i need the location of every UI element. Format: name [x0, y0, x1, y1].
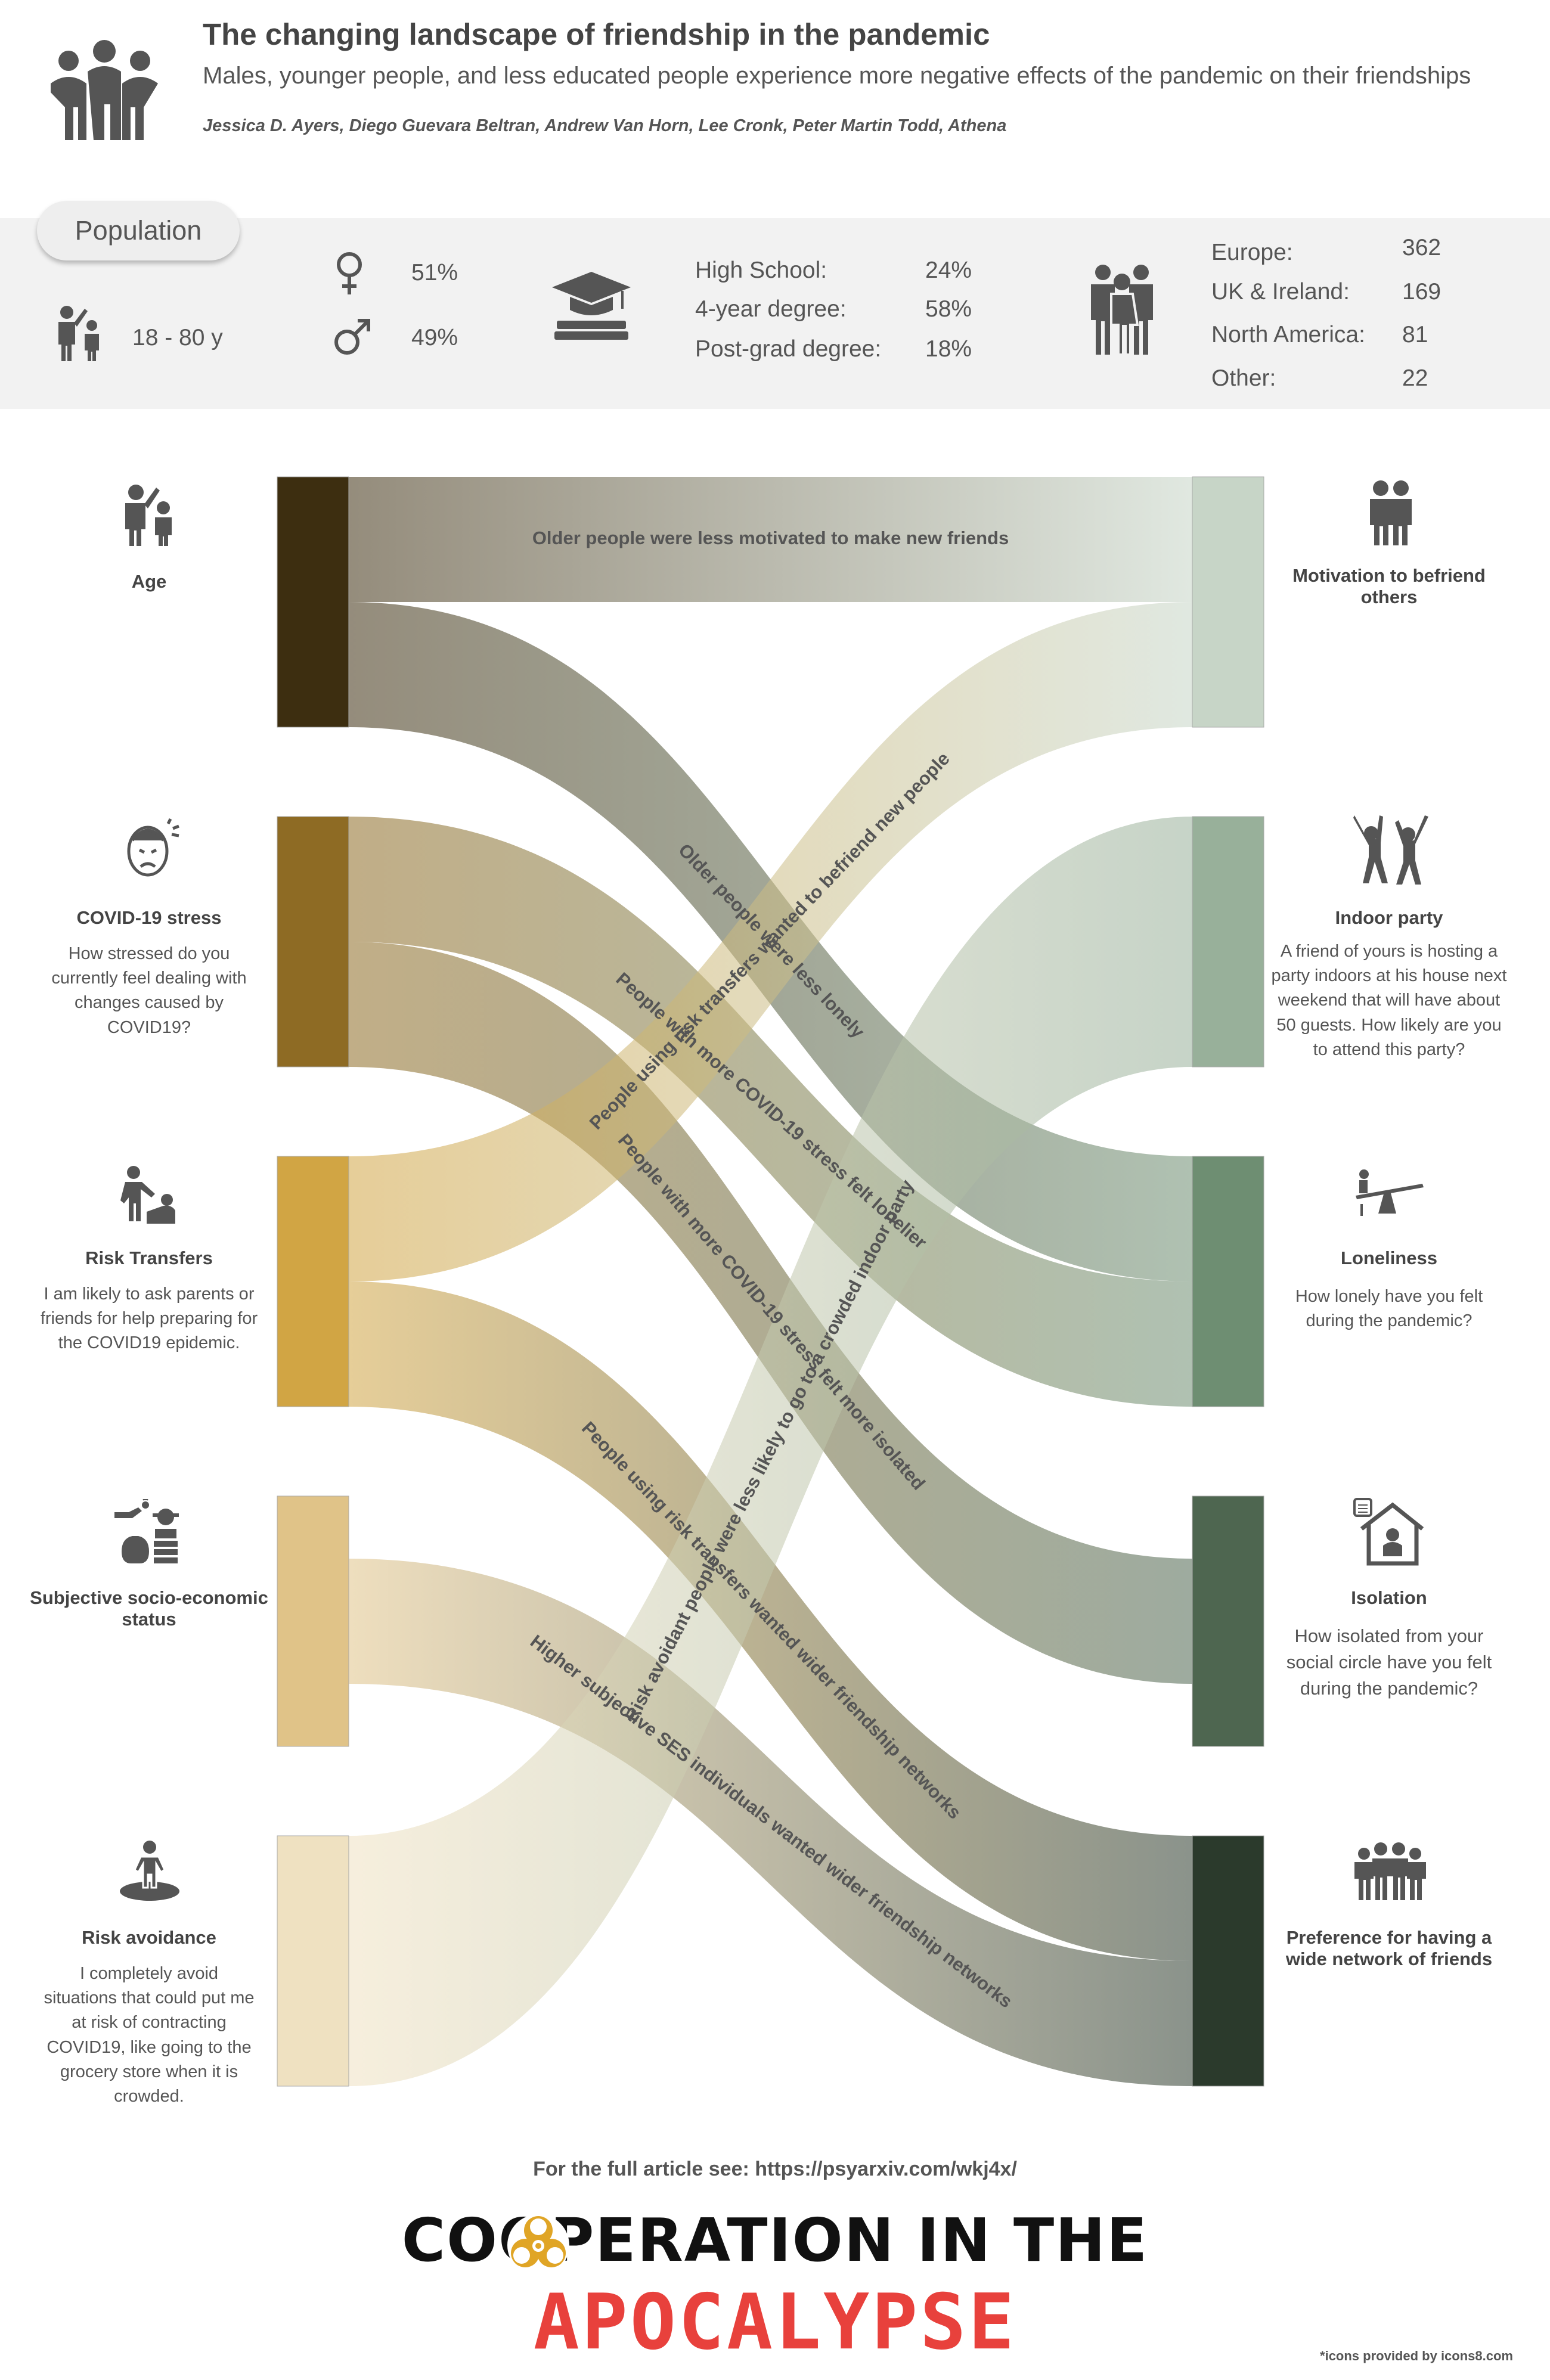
- seesaw-icon: [1356, 1169, 1424, 1216]
- left-node-title: Risk Transfers: [85, 1248, 213, 1268]
- region-label-2: North America:: [1211, 322, 1365, 347]
- biohazard-icon: [507, 2214, 569, 2276]
- education-value-2: 18%: [925, 336, 972, 362]
- left-node-age: [277, 476, 349, 728]
- friends-group-icon: [51, 40, 158, 140]
- left-node-question: I am likely to ask parents or friends fo…: [40, 1284, 258, 1353]
- icon-credit: *icons provided by icons8.com: [1320, 2348, 1513, 2363]
- right-node-question: A friend of yours is hosting a party ind…: [1271, 942, 1507, 1059]
- region-value-1: 169: [1402, 279, 1442, 305]
- isolated-person-icon: [120, 1841, 179, 1901]
- right-node-title: Preference for having a wide network of …: [1285, 1927, 1493, 1969]
- sankey-link-risk_transfers-wide_network: [349, 1281, 1192, 1961]
- sankey-link-age-motivation: [349, 477, 1192, 602]
- logo-line-2: APOCALYPSE: [533, 2278, 1017, 2367]
- left-node-risk_transfers: [277, 1156, 349, 1407]
- population-badge: Population: [37, 201, 240, 260]
- right-node-title: Loneliness: [1341, 1248, 1437, 1268]
- left-node-label-stress: COVID-19 stress How stressed do you curr…: [12, 907, 286, 1040]
- right-node-label-wide-network: Preference for having a wide network of …: [1270, 1927, 1508, 1970]
- logo-line-1: COOPERATION IN THE: [401, 2205, 1149, 2275]
- education-value-0: 24%: [925, 257, 972, 283]
- right-node-label-indoor-party: Indoor party A friend of yours is hostin…: [1264, 907, 1514, 1062]
- page-subtitle: Males, younger people, and less educated…: [203, 63, 1471, 89]
- right-node-title: Isolation: [1351, 1587, 1427, 1608]
- right-node-isolation: [1192, 1495, 1264, 1747]
- region-value-3: 22: [1402, 365, 1428, 391]
- region-value-0: 362: [1402, 235, 1442, 260]
- right-node-title: Indoor party: [1335, 907, 1443, 928]
- right-node-indoor_party: [1192, 816, 1264, 1068]
- sankey-diagram: Older people were less motivated to make…: [277, 476, 1264, 2087]
- region-value-2: 81: [1402, 322, 1428, 347]
- left-node-risk_avoidance: [277, 1835, 349, 2087]
- sankey-link-ses-wide_network: [349, 1559, 1192, 2086]
- right-node-label-isolation: Isolation How isolated from your social …: [1270, 1587, 1508, 1702]
- page-title: The changing landscape of friendship in …: [203, 17, 990, 51]
- stressed-face-icon: [127, 818, 179, 877]
- region-label-3: Other:: [1211, 365, 1276, 391]
- left-node-label-risk-transfers: Risk Transfers I am likely to ask parent…: [12, 1248, 286, 1356]
- authors-line: Jessica D. Ayers, Diego Guevara Beltran,…: [203, 116, 1007, 135]
- right-node-label-motivation: Motivation to befriend others: [1270, 565, 1508, 608]
- education-label-2: Post-grad degree:: [695, 336, 882, 362]
- left-node-question: How stressed do you currently feel deali…: [51, 944, 247, 1037]
- left-node-question: I completely avoid situations that could…: [44, 1964, 255, 2106]
- left-node-title: Risk avoidance: [82, 1927, 216, 1948]
- age-group-icon: [58, 306, 99, 361]
- home-isolation-icon: [1353, 1498, 1424, 1566]
- region-label-1: UK & Ireland:: [1211, 279, 1350, 305]
- right-node-label-loneliness: Loneliness How lonely have you felt duri…: [1270, 1248, 1508, 1333]
- female-icon: [337, 252, 362, 294]
- right-node-wide_network: [1192, 1835, 1264, 2087]
- party-icon: [1353, 815, 1428, 885]
- right-node-loneliness: [1192, 1156, 1264, 1407]
- right-node-motivation: [1192, 476, 1264, 728]
- female-percent: 51%: [411, 260, 458, 286]
- age-icon: [125, 485, 172, 546]
- right-node-title: Motivation to befriend others: [1292, 565, 1486, 607]
- graduation-cap-icon: [552, 272, 631, 340]
- family-group-icon: [1091, 265, 1153, 356]
- left-node-title: Age: [131, 571, 167, 592]
- hug-icon: [1370, 480, 1412, 545]
- friends-network-icon: [1354, 1842, 1426, 1900]
- sankey-link-label: Older people were less motivated to make…: [532, 527, 1009, 548]
- population-panel: [0, 218, 1550, 409]
- right-node-question: How isolated from your social circle hav…: [1286, 1625, 1492, 1699]
- left-node-label-age: Age: [12, 571, 286, 592]
- region-label-0: Europe:: [1211, 240, 1293, 265]
- left-node-label-risk-avoidance: Risk avoidance I completely avoid situat…: [12, 1927, 286, 2109]
- sankey-link-risk_transfers-motivation: [349, 602, 1192, 1281]
- education-label-0: High School:: [695, 257, 827, 283]
- left-node-ses: [277, 1495, 349, 1747]
- article-link[interactable]: For the full article see: https://psyarx…: [533, 2158, 1017, 2180]
- left-node-title: Subjective socio-economic status: [30, 1587, 268, 1630]
- left-node-stress: [277, 816, 349, 1068]
- sankey-link-risk_avoidance-indoor_party: [349, 817, 1192, 2086]
- left-node-label-ses: Subjective socio-economic status: [12, 1587, 286, 1630]
- male-icon: [334, 319, 370, 355]
- left-node-title: COVID-19 stress: [76, 907, 222, 928]
- education-value-1: 58%: [925, 296, 972, 322]
- money-status-icon: [114, 1499, 179, 1563]
- helping-hand-icon: [120, 1166, 175, 1224]
- male-percent: 49%: [411, 325, 458, 350]
- age-range: 18 - 80 y: [132, 325, 223, 350]
- right-node-question: How lonely have you felt during the pand…: [1295, 1287, 1483, 1331]
- sankey-link-stress-loneliness: [349, 817, 1192, 1407]
- education-label-1: 4-year degree:: [695, 296, 847, 322]
